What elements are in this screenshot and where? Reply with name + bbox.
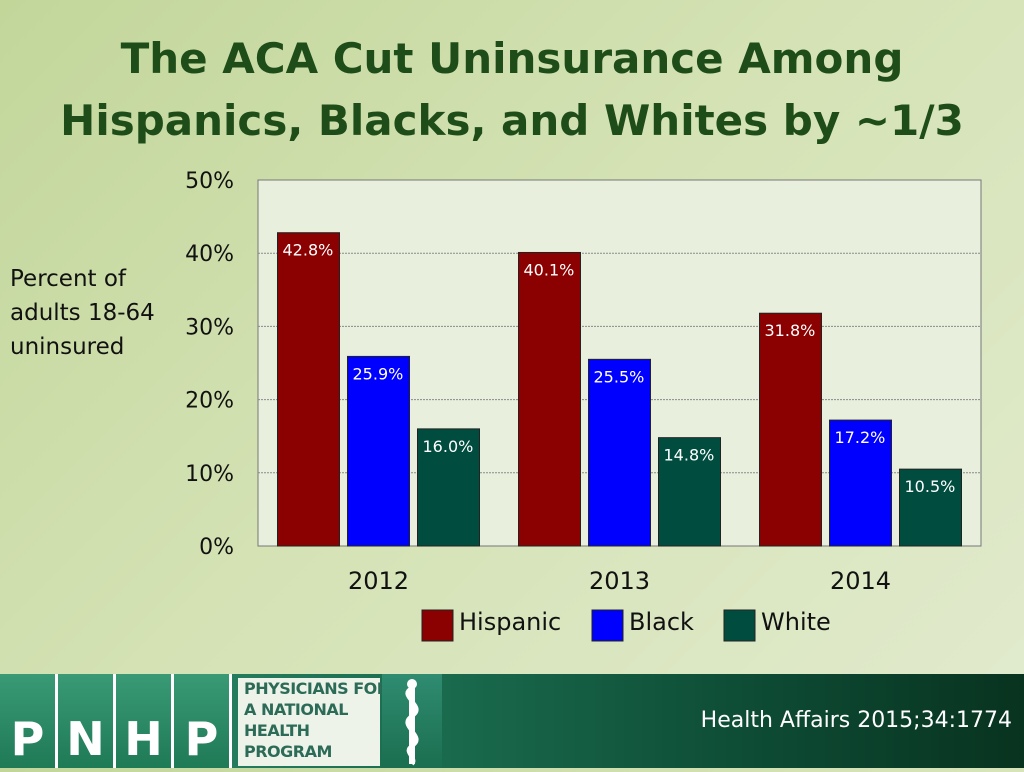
bar-white-2013 xyxy=(658,437,721,547)
bar-black-2012 xyxy=(347,355,410,547)
logo-letter-p2: P xyxy=(174,674,232,768)
logo-text-line-3: HEALTH xyxy=(244,721,310,740)
x-tick-label: 2014 xyxy=(830,567,891,595)
y-axis-label-line-1: Percent of xyxy=(10,266,127,292)
logo-text-line-1: PHYSICIANS FOR xyxy=(244,679,389,698)
data-label: 25.9% xyxy=(353,364,404,383)
legend-swatch-white xyxy=(723,609,756,642)
bar-white-2014 xyxy=(899,468,962,547)
y-axis-label-line-3: uninsured xyxy=(10,334,125,360)
x-tick-label: 2012 xyxy=(348,567,409,595)
bar-hispanic-2014 xyxy=(759,312,822,547)
bar-black-2014 xyxy=(829,419,892,547)
source-citation: Health Affairs 2015;34:1774 xyxy=(700,708,1012,733)
data-label: 42.8% xyxy=(283,241,334,260)
caduceus-icon xyxy=(382,674,442,768)
y-tick-label: 40% xyxy=(185,242,234,267)
y-tick-label: 50% xyxy=(185,169,234,194)
data-label: 31.8% xyxy=(765,321,816,340)
y-tick-label: 0% xyxy=(199,535,234,560)
bar-hispanic-2012 xyxy=(277,232,340,547)
footer-bar: P N H P PHYSICIANS FOR A NATIONAL HEALTH… xyxy=(0,674,1024,768)
legend-label-black: Black xyxy=(629,608,694,636)
data-label: 14.8% xyxy=(664,446,715,465)
logo-letter-h: H xyxy=(116,674,174,768)
logo-letter-p1: P xyxy=(0,674,58,768)
bar-white-2012 xyxy=(417,428,480,547)
bar-black-2013 xyxy=(588,358,651,547)
data-label: 16.0% xyxy=(423,437,474,456)
data-label: 25.5% xyxy=(594,367,645,386)
legend-label-white: White xyxy=(761,608,831,636)
data-label: 10.5% xyxy=(905,477,956,496)
slide-title: The ACA Cut Uninsurance Among Hispanics,… xyxy=(0,28,1024,152)
y-axis-label-line-2: adults 18-64 xyxy=(10,300,155,326)
x-tick-label: 2013 xyxy=(589,567,650,595)
y-tick-label: 20% xyxy=(185,389,234,414)
title-line-2: Hispanics, Blacks, and Whites by ~1/3 xyxy=(60,96,964,145)
y-axis-label: Percent of adults 18-64 uninsured xyxy=(10,262,180,364)
title-line-1: The ACA Cut Uninsurance Among xyxy=(120,34,904,83)
legend-swatch-black xyxy=(591,609,624,642)
pnhp-logo-text: PHYSICIANS FOR A NATIONAL HEALTH PROGRAM xyxy=(238,678,389,766)
bar-chart: 0% 10% 20% 30% 40% 50% 42.8% 25.9% 16.0% 2012 40.1… xyxy=(185,169,982,642)
bar-hispanic-2013 xyxy=(518,251,581,547)
logo-text-line-2: A NATIONAL xyxy=(244,700,348,719)
logo-letter-n: N xyxy=(58,674,116,768)
pnhp-logo-letters: P N H P xyxy=(0,674,232,768)
legend-swatch-hispanic xyxy=(421,609,454,642)
data-label: 17.2% xyxy=(835,428,886,447)
y-tick-label: 30% xyxy=(185,315,234,340)
y-tick-label: 10% xyxy=(185,462,234,487)
legend-label-hispanic: Hispanic xyxy=(459,608,561,636)
logo-text-line-4: PROGRAM xyxy=(244,742,332,761)
data-label: 40.1% xyxy=(524,260,575,279)
